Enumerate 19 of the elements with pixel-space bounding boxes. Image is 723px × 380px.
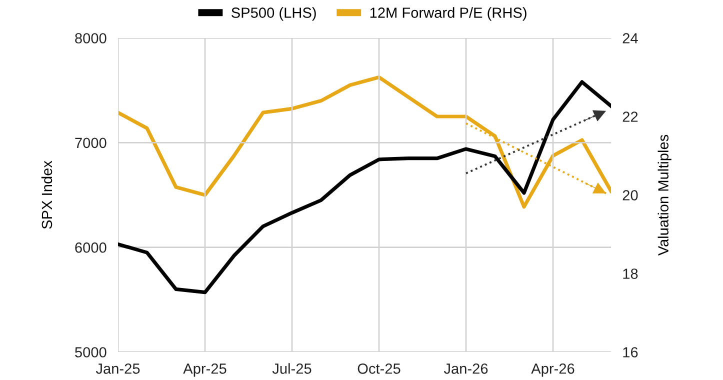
y2-tick-label: 20 bbox=[622, 190, 638, 200]
x-tick-label: Jan-26 bbox=[444, 363, 488, 374]
y2-axis-title: Valuation Multiples bbox=[658, 134, 672, 256]
y-tick-label: 7000 bbox=[75, 138, 106, 148]
y-tick-label: 8000 bbox=[75, 33, 106, 44]
x-tick-label: Jan-25 bbox=[96, 363, 140, 374]
y2-tick-label: 16 bbox=[623, 347, 638, 358]
y2-tick-label: 22 bbox=[622, 112, 638, 122]
x-tick-label: Oct-25 bbox=[358, 363, 400, 374]
y2-tick-label: 18 bbox=[623, 268, 638, 279]
x-tick-label: Apr-26 bbox=[531, 363, 574, 377]
y-tick-label: 5000 bbox=[75, 347, 106, 358]
x-tick-label: Jul-25 bbox=[272, 363, 312, 374]
x-tick-label: Apr-25 bbox=[183, 363, 226, 377]
y-axis-title: SPX Index bbox=[41, 160, 52, 229]
y2-tick-label: 24 bbox=[622, 33, 638, 44]
y-tick-label: 6000 bbox=[75, 242, 106, 253]
legend-label: 12M Forward P/E (RHS) bbox=[370, 7, 526, 21]
legend-label: SP500 (LHS) bbox=[232, 7, 316, 21]
